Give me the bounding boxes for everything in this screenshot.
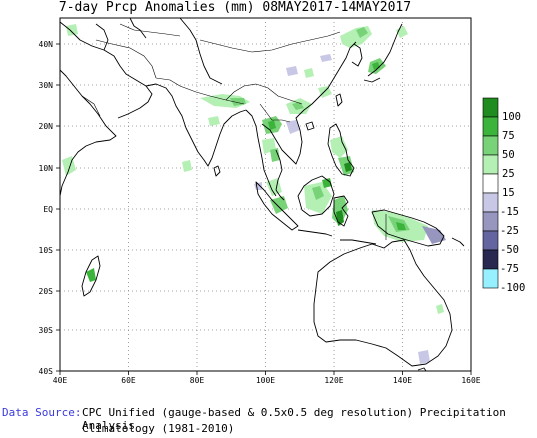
lon-label-140e: 140E: [393, 376, 412, 385]
legend-swatch-100: [483, 98, 498, 117]
lon-label-40e: 40E: [53, 376, 68, 385]
legend-swatch-neg15: [483, 193, 498, 212]
legend-label-100: 100: [502, 111, 521, 123]
lon-label-120e: 120E: [324, 376, 343, 385]
lon-label-160e: 160E: [461, 376, 480, 385]
legend: 100 75 50 25 15 -15 -25 -50 -75 -100: [483, 98, 525, 294]
data-source-link[interactable]: Data Source:: [2, 406, 81, 419]
lat-label-30n: 30N: [39, 81, 54, 90]
legend-swatch-neg75: [483, 250, 498, 269]
legend-label-50: 50: [502, 149, 515, 161]
legend-label-neg100: -100: [500, 282, 525, 294]
legend-swatch-neg50: [483, 231, 498, 250]
lat-label-20n: 20N: [39, 122, 54, 131]
lat-label-20s: 20S: [39, 287, 54, 296]
lon-label-100e: 100E: [256, 376, 275, 385]
legend-swatch-75: [483, 117, 498, 136]
lat-label-10s: 10S: [39, 246, 54, 255]
lon-label-60e: 60E: [121, 376, 136, 385]
lat-label-10n: 10N: [39, 164, 54, 173]
lat-label-40n: 40N: [39, 40, 54, 49]
legend-label-neg25: -25: [500, 225, 519, 237]
legend-label-25: 25: [502, 168, 515, 180]
lat-label-30s: 30S: [39, 326, 54, 335]
legend-label-neg75: -75: [500, 263, 519, 275]
legend-label-75: 75: [502, 130, 515, 142]
legend-label-neg15: -15: [500, 206, 519, 218]
legend-label-neg50: -50: [500, 244, 519, 256]
lon-label-80e: 80E: [190, 376, 205, 385]
legend-swatch-neg25: [483, 212, 498, 231]
lat-labels: 40N 30N 20N 10N EQ 10S 20S 30S 40S: [39, 40, 54, 376]
lat-label-eq: EQ: [43, 205, 53, 214]
lat-label-40s: 40S: [39, 367, 54, 376]
legend-label-15: 15: [502, 187, 515, 199]
climatology-text: Climatology (1981-2010): [82, 422, 234, 435]
legend-swatch-25: [483, 155, 498, 174]
legend-swatch-15: [483, 174, 498, 193]
legend-swatch-50: [483, 136, 498, 155]
legend-swatch-neg100: [483, 269, 498, 288]
lon-labels: 40E 60E 80E 100E 120E 140E 160E: [53, 376, 481, 385]
